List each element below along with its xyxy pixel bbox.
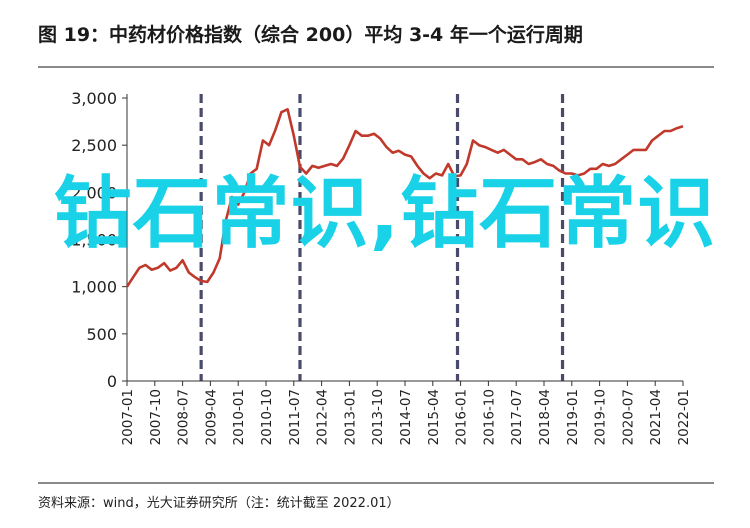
x-tick-label: 2007-01 [120, 389, 136, 445]
series-group [125, 108, 684, 288]
y-tick-label: 2,500 [71, 136, 117, 155]
x-tick-label: 2007-10 [148, 389, 164, 445]
x-tick-label: 2019-01 [565, 389, 581, 445]
x-tick-label: 2022-01 [676, 389, 692, 445]
x-tick-label: 2021-04 [648, 389, 664, 445]
x-axis-ticks: 2007-01 2007-10 2008-07 2009-04 2010-01 2010-… [120, 381, 692, 445]
figure-title: 图 19：中药材价格指数（综合 200）平均 3-4 年一个运行周期 [38, 24, 583, 46]
x-tick-label: 2011-07 [287, 389, 303, 445]
y-tick-label: 500 [86, 325, 117, 344]
x-tick-label: 2013-10 [370, 389, 386, 445]
x-tick-label: 2017-07 [509, 389, 525, 445]
y-tick-label: 1,000 [71, 278, 117, 297]
x-tick-label: 2008-07 [176, 389, 192, 445]
y-tick-label: 0 [107, 372, 117, 391]
series-line-0 [125, 108, 684, 288]
source-rule [38, 482, 714, 484]
source-note: 资料来源：wind，光大证券研究所（注：统计截至 2022.01） [38, 496, 400, 511]
x-tick-label: 2016-10 [481, 389, 497, 445]
x-tick-label: 2015-04 [426, 389, 442, 445]
title-rule [38, 66, 714, 68]
x-tick-label: 2014-07 [398, 389, 414, 445]
x-tick-label: 2019-10 [593, 389, 609, 445]
x-tick-label: 2018-04 [537, 389, 553, 445]
watermark-text: 钻石常识,钻石常识 [53, 169, 717, 259]
cycle-dividers [199, 94, 565, 381]
y-axis-ticks: 0 500 1,000 1,500 2,000 2,500 3,000 [71, 89, 127, 391]
y-tick-label: 3,000 [71, 89, 117, 108]
x-tick-label: 2013-01 [342, 389, 358, 445]
x-tick-label: 2020-07 [620, 389, 636, 445]
y-tick-label: 2,000 [71, 183, 117, 202]
x-tick-label: 2010-10 [259, 389, 275, 445]
x-tick-label: 2012-04 [315, 389, 331, 445]
y-tick-label: 1,500 [71, 231, 117, 250]
x-tick-label: 2010-01 [231, 389, 247, 445]
x-tick-label: 2016-01 [454, 389, 470, 445]
x-tick-label: 2009-04 [203, 389, 219, 445]
